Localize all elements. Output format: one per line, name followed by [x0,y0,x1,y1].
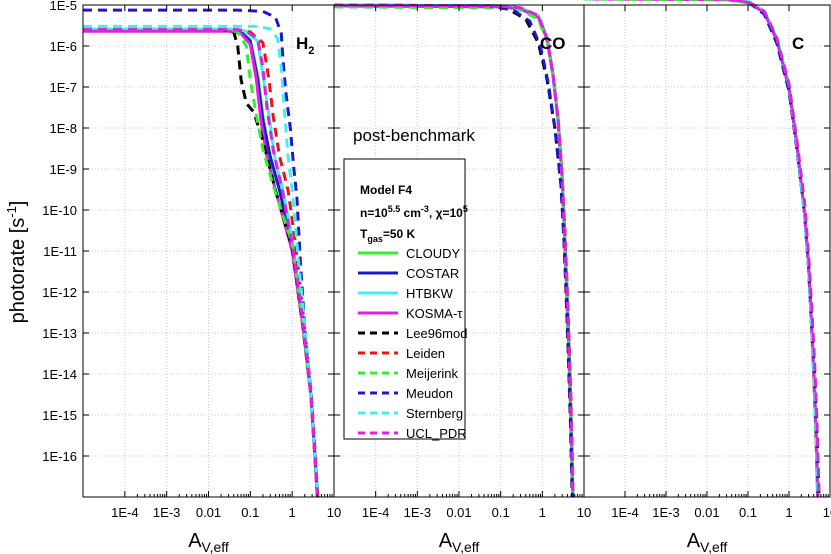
x-tick-label: 1 [785,505,792,520]
y-tick-label: 1E-6 [50,39,77,54]
x-tick-label: 1 [289,505,296,520]
y-tick-label: 1E-15 [42,408,77,423]
legend-label: CLOUDY [406,246,461,261]
y-tick-label: 1E-13 [42,326,77,341]
y-axis-title: photorate [s-1] [4,201,29,324]
legend: Model F4 n=105.5 cm-3, χ=105 Tgas=50 K C… [343,158,468,441]
y-tick-label: 1E-7 [50,80,77,95]
x-axis-titles: AV,eff AV,eff AV,eff [188,530,727,554]
legend-label: Meijerink [406,366,459,381]
x-tick-label: 1E-3 [652,505,679,520]
x-tick-label: 1 [539,505,546,520]
annotation-post-benchmark: post-benchmark [353,126,475,145]
curve-layer [83,0,821,498]
series-line-cloudy [667,0,820,498]
legend-density: n=105.5 cm-3, χ=105 [360,204,468,220]
x-tick-label: 10 [327,505,341,520]
x-axis-title: AV,eff [188,530,229,554]
y-tick-label: 1E-5 [50,0,77,13]
series-line-sternberg [83,24,320,498]
series-line-meijerink [583,0,820,498]
series-line-htbkw [667,0,820,498]
y-tick-label: 1E-8 [50,121,77,136]
series-line-sternberg [727,0,820,498]
series-line-meudon [83,8,320,498]
legend-label: Leiden [406,346,445,361]
series-line-ucl-pdr [333,3,575,498]
legend-label: UCL_PDR [406,426,467,441]
series-line-leiden [667,0,820,498]
legend-label: Lee96mod [406,326,467,341]
series-line-kosma- [83,29,319,498]
x-axis-title: AV,eff [687,530,728,554]
legend-label: HTBKW [406,286,454,301]
x-tick-label: 0.1 [739,505,757,520]
x-tick-label: 0.01 [694,505,719,520]
y-tick-label: 1E-9 [50,162,77,177]
x-tick-label: 10 [577,505,591,520]
x-tick-label: 1E-4 [362,505,389,520]
y-tick-label: 1E-11 [43,244,77,259]
series-line-meudon [727,0,820,498]
y-tick-label: 1E-16 [42,449,77,464]
y-tick-label: 1E-10 [42,203,77,218]
panel-label: H2 [296,34,314,57]
x-tick-label: 0.1 [492,505,510,520]
x-axis-title: AV,eff [439,530,480,554]
legend-entries: CLOUDY COSTAR HTBKW KOSMA-τ Lee96mod Leiden Me… [358,246,467,441]
legend-model: Model F4 [360,183,412,197]
series-line-costar [667,0,820,498]
legend-label: KOSMA-τ [406,306,463,321]
x-tick-label: 0.1 [241,505,259,520]
x-tick-label: 1E-3 [153,505,180,520]
legend-label: COSTAR [406,266,459,281]
x-tick-label: 1E-4 [611,505,638,520]
legend-label: Sternberg [406,406,463,421]
panel-label: CO [540,34,566,53]
panel-label-layer: H2 CO C [296,34,804,57]
x-tick-label: 0.01 [446,505,471,520]
x-tick-label: 0.01 [196,505,221,520]
tick-layer: 1E-4 1E-3 0.01 0.1 1 10 1E-5 1E-6 1E-7 1E-8 1E-9 1E… [42,0,831,520]
series-line-ucl-pdr [83,28,319,498]
series-line-ucl-pdr [667,0,821,498]
series-line-lee96mod [333,3,574,498]
panel-label: C [792,34,804,53]
y-tick-label: 1E-12 [42,285,77,300]
x-tick-label: 10 [823,505,831,520]
legend-label: Meudon [406,386,453,401]
x-tick-label: 1E-4 [111,505,138,520]
legend-temperature: Tgas=50 K [360,227,416,244]
series-line-kosma- [583,0,820,498]
y-tick-label: 1E-14 [42,367,77,382]
x-tick-label: 1E-3 [404,505,431,520]
